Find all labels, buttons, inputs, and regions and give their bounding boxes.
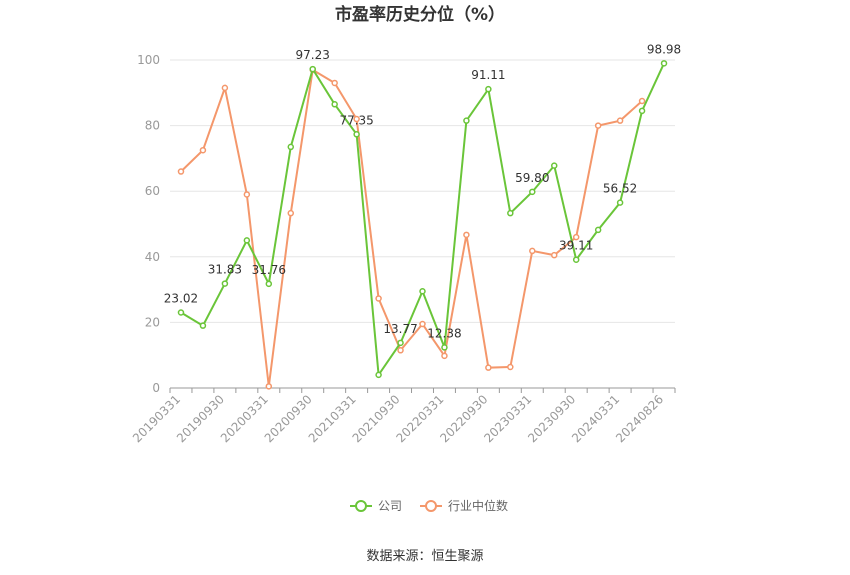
data-point[interactable] <box>419 320 426 328</box>
data-label: 39.11 <box>559 239 593 253</box>
x-tick-label: 20240826 <box>613 392 666 445</box>
data-label: 77.35 <box>339 113 373 127</box>
data-point[interactable] <box>287 143 295 151</box>
data-point[interactable] <box>616 117 624 124</box>
y-tick-label: 80 <box>145 119 160 133</box>
data-label: 31.76 <box>252 263 286 277</box>
data-point[interactable] <box>331 101 338 108</box>
data-point[interactable] <box>419 287 426 295</box>
data-point[interactable] <box>243 237 251 244</box>
data-point[interactable] <box>221 84 229 92</box>
x-axis: 2019033120190930202003312020093020210331… <box>130 387 676 445</box>
y-tick-label: 20 <box>145 315 160 329</box>
data-point[interactable] <box>572 233 580 241</box>
data-label: 59.80 <box>515 171 549 185</box>
legend-marker <box>355 500 367 512</box>
data-label: 97.23 <box>296 48 330 62</box>
data-point[interactable] <box>594 122 602 129</box>
data-point[interactable] <box>353 131 360 138</box>
series-layer <box>177 60 668 390</box>
data-label: 23.02 <box>164 291 198 305</box>
data-point[interactable] <box>265 383 273 390</box>
y-tick-label: 100 <box>137 53 160 67</box>
data-point[interactable] <box>485 364 492 371</box>
data-point[interactable] <box>177 309 185 316</box>
data-point[interactable] <box>177 168 185 175</box>
data-point[interactable] <box>529 188 536 196</box>
data-point[interactable] <box>638 97 646 105</box>
data-label: 12.38 <box>427 326 461 340</box>
legend-label: 公司 <box>378 499 402 513</box>
series-line-0 <box>180 62 665 378</box>
data-point[interactable] <box>507 209 514 217</box>
data-point[interactable] <box>199 146 207 154</box>
y-tick-label: 40 <box>145 250 160 264</box>
data-point[interactable] <box>572 256 580 263</box>
data-point[interactable] <box>441 344 448 351</box>
data-label: 13.77 <box>383 322 417 336</box>
y-tick-label: 60 <box>145 184 160 198</box>
data-point[interactable] <box>199 322 207 329</box>
data-labels: 23.02 31.83 31.76 97.23 77.35 13.77 12.38 91.11… <box>164 42 681 340</box>
legend-item-0[interactable]: 公司 <box>350 499 402 513</box>
data-point[interactable] <box>265 280 273 288</box>
data-point[interactable] <box>463 231 470 239</box>
data-point[interactable] <box>397 347 404 354</box>
y-axis: 0 20 40 60 80 100 <box>137 53 160 395</box>
chart-title: 市盈率历史分位（%） <box>335 4 505 25</box>
data-point[interactable] <box>463 117 470 124</box>
data-point[interactable] <box>353 115 360 123</box>
data-point[interactable] <box>441 352 448 360</box>
data-label: 91.11 <box>471 68 505 82</box>
data-point[interactable] <box>309 65 316 73</box>
data-point[interactable] <box>638 107 646 115</box>
data-point[interactable] <box>375 371 382 379</box>
series-line-1 <box>180 68 643 387</box>
legend[interactable]: 公司 行业中位数 <box>350 498 508 513</box>
data-point[interactable] <box>287 209 295 217</box>
data-label: 56.52 <box>603 182 637 196</box>
data-point[interactable] <box>507 363 514 371</box>
data-label: 31.83 <box>208 263 242 277</box>
y-tick-label: 0 <box>152 381 160 395</box>
data-point[interactable] <box>594 226 602 234</box>
legend-item-1[interactable]: 行业中位数 <box>420 498 508 513</box>
data-point[interactable] <box>375 295 382 302</box>
legend-label: 行业中位数 <box>448 498 508 513</box>
legend-marker <box>425 500 437 512</box>
data-point[interactable] <box>616 199 624 206</box>
source-note: 数据来源：恒生聚源 <box>366 549 483 564</box>
data-point[interactable] <box>221 280 229 287</box>
data-point[interactable] <box>550 162 558 169</box>
data-point[interactable] <box>397 339 404 347</box>
data-label: 98.98 <box>647 42 681 56</box>
data-point[interactable] <box>243 191 251 198</box>
data-point[interactable] <box>529 247 536 255</box>
data-point[interactable] <box>485 85 492 93</box>
data-point[interactable] <box>550 251 558 259</box>
data-point[interactable] <box>660 60 668 67</box>
data-point[interactable] <box>331 79 338 87</box>
